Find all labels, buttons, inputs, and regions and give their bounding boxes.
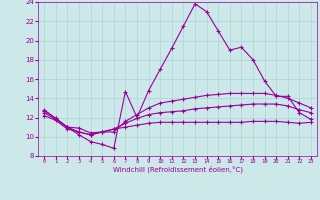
X-axis label: Windchill (Refroidissement éolien,°C): Windchill (Refroidissement éolien,°C) [113,166,243,173]
